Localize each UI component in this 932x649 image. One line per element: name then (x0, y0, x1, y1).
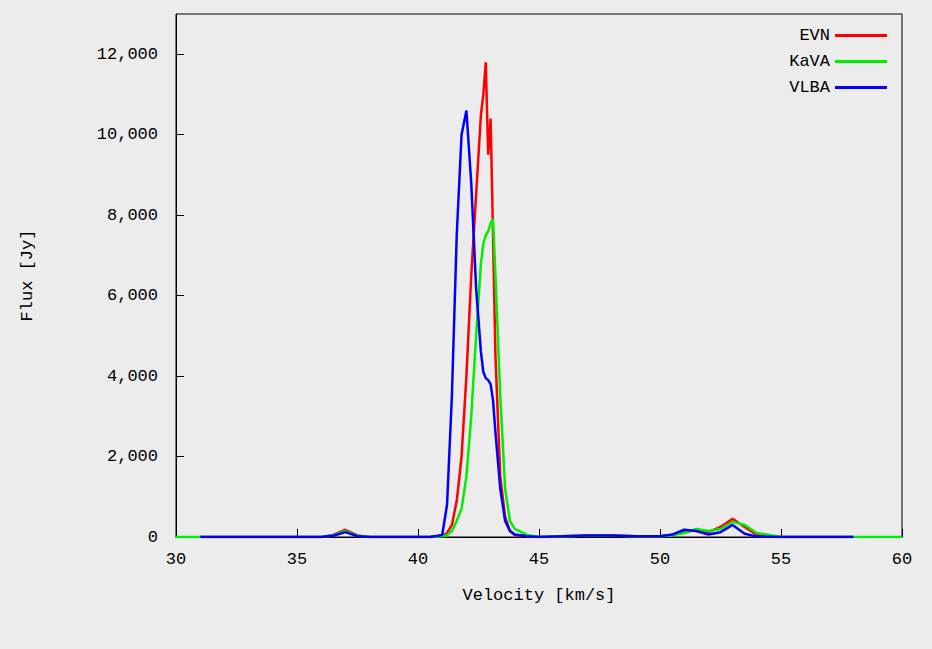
svg-text:VLBA: VLBA (789, 78, 831, 97)
svg-text:4,000: 4,000 (107, 367, 158, 386)
svg-text:50: 50 (650, 550, 670, 569)
svg-text:30: 30 (166, 550, 186, 569)
svg-text:0: 0 (148, 528, 158, 547)
svg-text:45: 45 (529, 550, 549, 569)
svg-text:6,000: 6,000 (107, 286, 158, 305)
svg-text:40: 40 (408, 550, 428, 569)
svg-text:12,000: 12,000 (97, 45, 158, 64)
svg-text:35: 35 (287, 550, 307, 569)
svg-text:EVN: EVN (799, 26, 830, 45)
svg-text:Velocity [km/s]: Velocity [km/s] (462, 586, 615, 605)
svg-text:2,000: 2,000 (107, 447, 158, 466)
svg-text:60: 60 (892, 550, 912, 569)
svg-text:55: 55 (771, 550, 791, 569)
svg-text:8,000: 8,000 (107, 206, 158, 225)
svg-text:Flux [Jy]: Flux [Jy] (18, 230, 37, 322)
svg-text:KaVA: KaVA (789, 52, 831, 71)
svg-text:10,000: 10,000 (97, 125, 158, 144)
